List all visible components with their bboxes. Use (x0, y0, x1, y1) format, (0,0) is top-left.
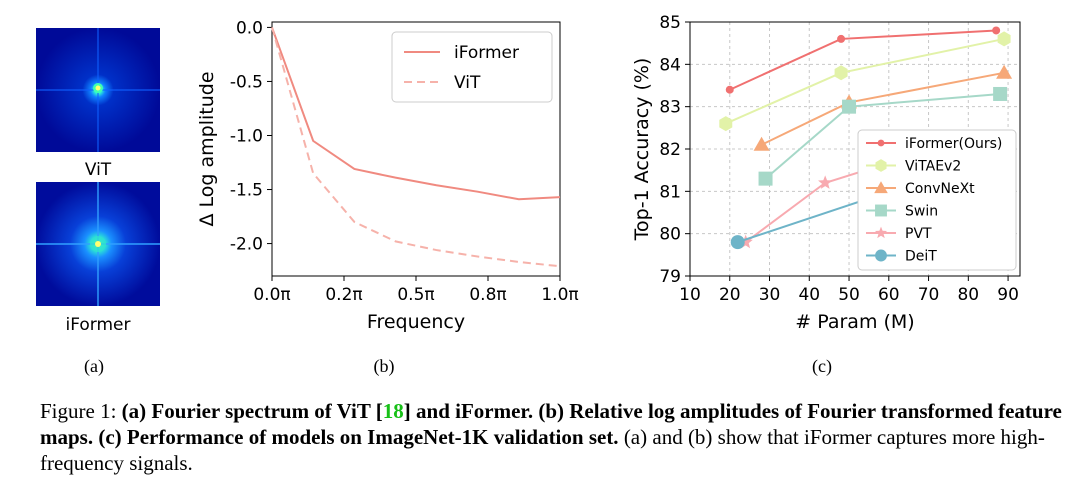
iformer-spectrum-label: iFormer (66, 315, 131, 335)
legend-marker (875, 159, 887, 172)
panel-a-sublabel: (a) (84, 356, 104, 377)
legend-label: DeiT (905, 249, 937, 265)
x-tick-label: 60 (878, 285, 900, 305)
x-tick-label: 0.2π (325, 285, 362, 305)
x-tick-label: 50 (838, 285, 860, 305)
y-tick-label: 79 (659, 267, 681, 287)
data-point-vitaev2 (997, 31, 1011, 47)
panel-b-sublabel: (b) (374, 356, 395, 377)
y-tick-label: -2.0 (230, 235, 263, 255)
data-point-swin (758, 171, 773, 186)
series-line-iformer (271, 27, 561, 201)
y-tick-label: 84 (659, 55, 681, 75)
y-axis-title: Top-1 Accuracy (%) (631, 58, 653, 242)
vit-spectrum-image (36, 28, 160, 152)
x-tick-label: 0.8π (469, 285, 506, 305)
caption-rest: (a) and (b) show that iFormer captures m… (40, 425, 1045, 475)
legend-label: ViTAEv2 (905, 159, 961, 175)
y-tick-label: -1.0 (230, 126, 263, 146)
iformer-spectrum-image (36, 182, 160, 306)
vit-spectrum-label: ViT (85, 160, 112, 180)
legend-label: ConvNeXt (905, 181, 975, 197)
legend-label: iFormer(Ours) (905, 136, 1002, 152)
panel-a: ViT iFormer (a) (36, 28, 160, 377)
data-point-vitaev2 (719, 116, 733, 132)
x-tick-label: 0.0π (253, 285, 290, 305)
panel-c-line-chart: 10 20 30 40 50 60 70 80 90 79 80 81 82 83 84 85 # Param … (631, 13, 1021, 333)
y-tick-label: 82 (659, 140, 681, 160)
data-point-swin (993, 86, 1008, 101)
y-tick-label: -0.5 (230, 72, 263, 92)
plot-frame (689, 21, 1021, 277)
data-point-convnext (753, 136, 770, 151)
data-point-iformer-ours (992, 26, 1001, 35)
y-tick-label: 0.0 (236, 18, 263, 38)
data-point-iformer-ours (725, 85, 734, 94)
y-tick-label: 81 (659, 182, 681, 202)
data-point-pvt (738, 234, 753, 249)
y-tick-label: 85 (659, 13, 681, 33)
x-tick-label: 0.5π (397, 285, 434, 305)
x-tick-label: 10 (679, 285, 701, 305)
legend-label: iFormer (454, 43, 519, 63)
y-axis-title: Δ Log amplitude (196, 71, 218, 226)
x-axis-title: # Param (M) (795, 311, 914, 333)
legend-label: PVT (905, 226, 932, 242)
caption-prefix: Figure 1: (40, 399, 122, 423)
caption-citation-link[interactable]: 18 (382, 399, 404, 423)
data-point-deit (730, 235, 745, 250)
data-point-convnext (996, 64, 1013, 79)
x-tick-label: 1.0π (541, 285, 578, 305)
x-tick-label: 40 (798, 285, 820, 305)
x-tick-label: 80 (957, 285, 979, 305)
data-point-iformer-ours (837, 34, 846, 43)
y-tick-label: 83 (659, 98, 681, 118)
series-line-vit (271, 27, 561, 268)
caption-bold-1: (a) Fourier spectrum of ViT [ (121, 399, 383, 423)
x-tick-label: 20 (719, 285, 741, 305)
legend-marker (874, 181, 888, 194)
caption-bold-2: ] and iFormer. (b) Relative log amplitud… (40, 399, 1062, 449)
panel-b-line-chart: 0.0π 0.2π 0.5π 0.8π 1.0π 0.0 -0.5 -1.0 -1.5 -2.0 F… (196, 18, 579, 333)
data-point-swin (842, 99, 857, 114)
legend-marker (875, 249, 887, 262)
panel-c-sublabel: (c) (812, 356, 832, 377)
x-tick-label: 90 (997, 285, 1019, 305)
legend-label: Swin (905, 204, 938, 220)
y-tick-label: -1.5 (230, 181, 263, 201)
x-tick-label: 70 (918, 285, 940, 305)
data-point-pvt (818, 175, 833, 189)
legend-box (391, 31, 553, 103)
data-point-vitaev2 (834, 65, 848, 81)
y-tick-label: 80 (659, 225, 681, 245)
x-tick-label: 30 (759, 285, 781, 305)
legend-marker (874, 226, 888, 239)
x-axis-title: Frequency (367, 311, 465, 333)
legend-marker (877, 139, 885, 147)
legend-box (857, 129, 1017, 271)
legend-marker (875, 204, 887, 217)
legend-label: ViT (454, 73, 481, 93)
figure-caption: Figure 1: (a) Fourier spectrum of ViT [1… (40, 398, 1070, 476)
